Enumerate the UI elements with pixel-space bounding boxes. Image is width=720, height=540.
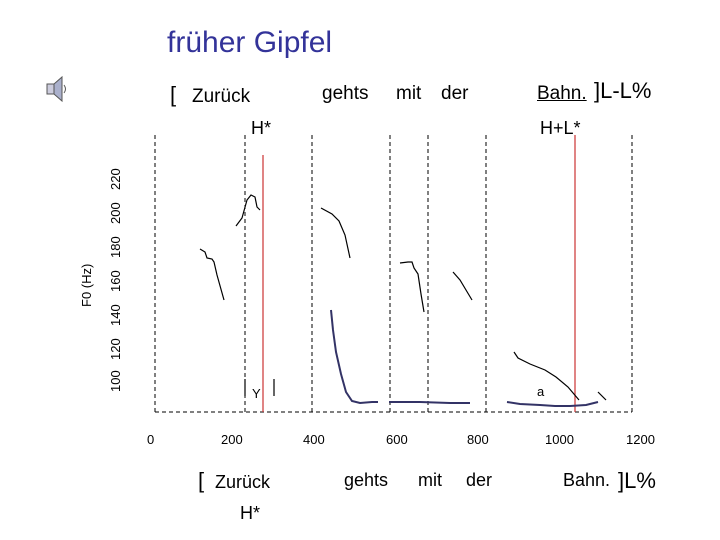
contour-segment [452,271,473,301]
top-word-bahn: Bahn. [537,83,587,104]
x-tick-200: 200 [221,432,243,447]
top-boundary-tone: ]L-L% [594,78,652,103]
bottom-word-gehts: gehts [344,470,389,490]
plot-annotation-y: Y [252,386,261,401]
bottom-open-bracket: [ [198,468,205,493]
x-tick-800: 800 [467,432,489,447]
synth-contour [330,309,378,405]
bottom-boundary-tone: ]L% [618,468,656,493]
bottom-accent-h-star: H* [240,503,261,523]
x-tick-0: 0 [147,432,155,447]
slide-title: früher Gipfel [167,26,333,59]
x-tick-600: 600 [386,432,408,447]
top-accent-h-plus-l-star: H+L* [540,118,581,138]
top-word-der: der [441,83,469,104]
contour-segment [513,351,580,401]
bottom-word-bahn: Bahn. [563,470,611,490]
contour-segment [199,248,225,301]
x-tick-1200: 1200 [626,432,655,447]
contour-segment [597,391,607,401]
top-word-gehts: gehts [322,83,369,104]
contour-segment [399,261,425,313]
top-open-bracket: [ [170,82,177,107]
top-word-mit: mit [396,83,422,104]
synth-contour [506,401,599,407]
x-tick-1000: 1000 [545,432,574,447]
speaker-icon[interactable] [44,74,70,109]
bottom-word-mit: mit [418,470,442,490]
contour-segment [235,194,261,227]
contour-segment [320,207,351,259]
top-word-zurueck: Zurück [192,86,251,107]
synth-contour [389,401,470,404]
top-accent-h-star: H* [251,118,272,138]
plot-annotation-a: a [537,384,545,399]
x-tick-400: 400 [303,432,325,447]
bottom-word-der: der [466,470,493,490]
bottom-word-zurueck: Zurück [215,472,271,492]
